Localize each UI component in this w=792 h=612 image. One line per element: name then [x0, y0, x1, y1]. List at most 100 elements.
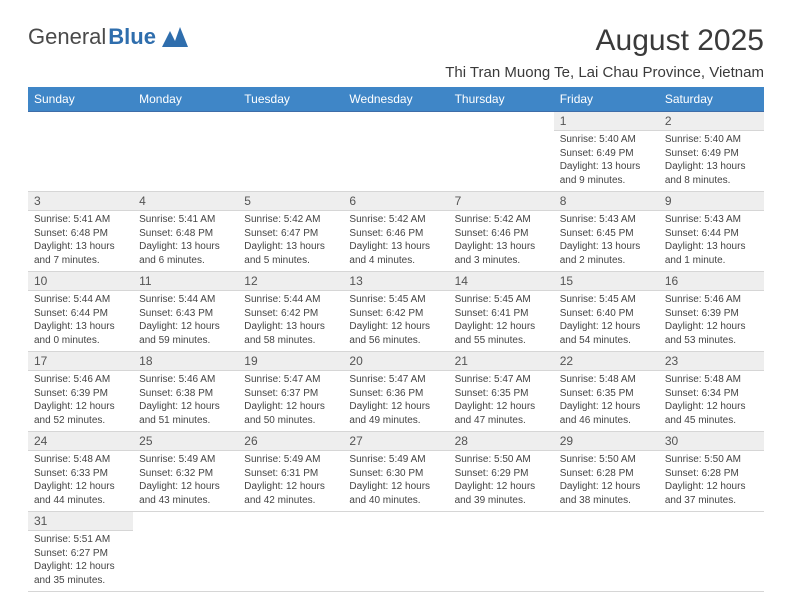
day-number: 27: [343, 432, 448, 451]
day-number: 29: [554, 432, 659, 451]
calendar-empty-cell: [659, 512, 764, 592]
day-details: Sunrise: 5:44 AMSunset: 6:43 PMDaylight:…: [133, 291, 238, 351]
logo-mark-icon: [162, 27, 188, 47]
calendar-day-cell: 8Sunrise: 5:43 AMSunset: 6:45 PMDaylight…: [554, 192, 659, 272]
day-details: Sunrise: 5:44 AMSunset: 6:44 PMDaylight:…: [28, 291, 133, 351]
calendar-week-row: 1Sunrise: 5:40 AMSunset: 6:49 PMDaylight…: [28, 112, 764, 192]
day-details: Sunrise: 5:40 AMSunset: 6:49 PMDaylight:…: [554, 131, 659, 191]
calendar-empty-cell: [133, 112, 238, 192]
calendar-day-cell: 5Sunrise: 5:42 AMSunset: 6:47 PMDaylight…: [238, 192, 343, 272]
weekday-header: Sunday: [28, 87, 133, 112]
calendar-day-cell: 31Sunrise: 5:51 AMSunset: 6:27 PMDayligh…: [28, 512, 133, 592]
day-details: Sunrise: 5:48 AMSunset: 6:35 PMDaylight:…: [554, 371, 659, 431]
day-details: Sunrise: 5:49 AMSunset: 6:30 PMDaylight:…: [343, 451, 448, 511]
calendar-day-cell: 25Sunrise: 5:49 AMSunset: 6:32 PMDayligh…: [133, 432, 238, 512]
day-details: Sunrise: 5:47 AMSunset: 6:37 PMDaylight:…: [238, 371, 343, 431]
day-details: Sunrise: 5:40 AMSunset: 6:49 PMDaylight:…: [659, 131, 764, 191]
calendar-day-cell: 19Sunrise: 5:47 AMSunset: 6:37 PMDayligh…: [238, 352, 343, 432]
day-details: Sunrise: 5:51 AMSunset: 6:27 PMDaylight:…: [28, 531, 133, 591]
day-number: 5: [238, 192, 343, 211]
day-number: 31: [28, 512, 133, 531]
calendar-day-cell: 24Sunrise: 5:48 AMSunset: 6:33 PMDayligh…: [28, 432, 133, 512]
month-title: August 2025: [445, 24, 764, 58]
day-details: Sunrise: 5:49 AMSunset: 6:31 PMDaylight:…: [238, 451, 343, 511]
location-subtitle: Thi Tran Muong Te, Lai Chau Province, Vi…: [445, 64, 764, 81]
day-details: Sunrise: 5:48 AMSunset: 6:33 PMDaylight:…: [28, 451, 133, 511]
weekday-header: Wednesday: [343, 87, 448, 112]
day-details: Sunrise: 5:50 AMSunset: 6:29 PMDaylight:…: [449, 451, 554, 511]
weekday-header: Saturday: [659, 87, 764, 112]
calendar-day-cell: 11Sunrise: 5:44 AMSunset: 6:43 PMDayligh…: [133, 272, 238, 352]
day-number: 16: [659, 272, 764, 291]
day-number: 10: [28, 272, 133, 291]
day-details: Sunrise: 5:43 AMSunset: 6:44 PMDaylight:…: [659, 211, 764, 271]
calendar-day-cell: 18Sunrise: 5:46 AMSunset: 6:38 PMDayligh…: [133, 352, 238, 432]
calendar-week-row: 31Sunrise: 5:51 AMSunset: 6:27 PMDayligh…: [28, 512, 764, 592]
calendar-day-cell: 16Sunrise: 5:46 AMSunset: 6:39 PMDayligh…: [659, 272, 764, 352]
calendar-day-cell: 7Sunrise: 5:42 AMSunset: 6:46 PMDaylight…: [449, 192, 554, 272]
calendar-day-cell: 1Sunrise: 5:40 AMSunset: 6:49 PMDaylight…: [554, 112, 659, 192]
calendar-empty-cell: [554, 512, 659, 592]
calendar-day-cell: 6Sunrise: 5:42 AMSunset: 6:46 PMDaylight…: [343, 192, 448, 272]
day-details: Sunrise: 5:48 AMSunset: 6:34 PMDaylight:…: [659, 371, 764, 431]
weekday-header: Monday: [133, 87, 238, 112]
day-details: Sunrise: 5:42 AMSunset: 6:47 PMDaylight:…: [238, 211, 343, 271]
day-number: 1: [554, 112, 659, 131]
day-number: 12: [238, 272, 343, 291]
calendar-day-cell: 20Sunrise: 5:47 AMSunset: 6:36 PMDayligh…: [343, 352, 448, 432]
calendar-day-cell: 28Sunrise: 5:50 AMSunset: 6:29 PMDayligh…: [449, 432, 554, 512]
weekday-header: Tuesday: [238, 87, 343, 112]
day-details: Sunrise: 5:50 AMSunset: 6:28 PMDaylight:…: [554, 451, 659, 511]
calendar-empty-cell: [133, 512, 238, 592]
calendar-empty-cell: [343, 112, 448, 192]
weekday-header: Friday: [554, 87, 659, 112]
day-number: 2: [659, 112, 764, 131]
day-number: 3: [28, 192, 133, 211]
day-details: Sunrise: 5:43 AMSunset: 6:45 PMDaylight:…: [554, 211, 659, 271]
day-number: 19: [238, 352, 343, 371]
day-number: 24: [28, 432, 133, 451]
calendar-day-cell: 2Sunrise: 5:40 AMSunset: 6:49 PMDaylight…: [659, 112, 764, 192]
calendar-day-cell: 9Sunrise: 5:43 AMSunset: 6:44 PMDaylight…: [659, 192, 764, 272]
logo-text-blue: Blue: [108, 24, 156, 50]
header: General Blue August 2025 Thi Tran Muong …: [28, 24, 764, 87]
calendar-day-cell: 17Sunrise: 5:46 AMSunset: 6:39 PMDayligh…: [28, 352, 133, 432]
day-number: 20: [343, 352, 448, 371]
day-number: 4: [133, 192, 238, 211]
calendar-empty-cell: [238, 512, 343, 592]
calendar-week-row: 17Sunrise: 5:46 AMSunset: 6:39 PMDayligh…: [28, 352, 764, 432]
day-details: Sunrise: 5:42 AMSunset: 6:46 PMDaylight:…: [343, 211, 448, 271]
day-number: 6: [343, 192, 448, 211]
day-number: 17: [28, 352, 133, 371]
day-details: Sunrise: 5:41 AMSunset: 6:48 PMDaylight:…: [133, 211, 238, 271]
day-number: 11: [133, 272, 238, 291]
calendar-day-cell: 27Sunrise: 5:49 AMSunset: 6:30 PMDayligh…: [343, 432, 448, 512]
day-details: Sunrise: 5:49 AMSunset: 6:32 PMDaylight:…: [133, 451, 238, 511]
day-number: 14: [449, 272, 554, 291]
day-number: 8: [554, 192, 659, 211]
calendar-week-row: 24Sunrise: 5:48 AMSunset: 6:33 PMDayligh…: [28, 432, 764, 512]
day-number: 15: [554, 272, 659, 291]
day-details: Sunrise: 5:41 AMSunset: 6:48 PMDaylight:…: [28, 211, 133, 271]
calendar-empty-cell: [343, 512, 448, 592]
calendar-body: 1Sunrise: 5:40 AMSunset: 6:49 PMDaylight…: [28, 112, 764, 592]
day-number: 18: [133, 352, 238, 371]
calendar-day-cell: 10Sunrise: 5:44 AMSunset: 6:44 PMDayligh…: [28, 272, 133, 352]
day-details: Sunrise: 5:47 AMSunset: 6:36 PMDaylight:…: [343, 371, 448, 431]
weekday-header: Thursday: [449, 87, 554, 112]
day-details: Sunrise: 5:45 AMSunset: 6:42 PMDaylight:…: [343, 291, 448, 351]
title-block: August 2025 Thi Tran Muong Te, Lai Chau …: [445, 24, 764, 87]
day-details: Sunrise: 5:46 AMSunset: 6:39 PMDaylight:…: [659, 291, 764, 351]
day-details: Sunrise: 5:47 AMSunset: 6:35 PMDaylight:…: [449, 371, 554, 431]
day-number: 9: [659, 192, 764, 211]
day-details: Sunrise: 5:45 AMSunset: 6:41 PMDaylight:…: [449, 291, 554, 351]
day-number: 13: [343, 272, 448, 291]
day-number: 25: [133, 432, 238, 451]
calendar-day-cell: 22Sunrise: 5:48 AMSunset: 6:35 PMDayligh…: [554, 352, 659, 432]
calendar-day-cell: 29Sunrise: 5:50 AMSunset: 6:28 PMDayligh…: [554, 432, 659, 512]
day-details: Sunrise: 5:46 AMSunset: 6:38 PMDaylight:…: [133, 371, 238, 431]
calendar-empty-cell: [449, 512, 554, 592]
calendar-day-cell: 4Sunrise: 5:41 AMSunset: 6:48 PMDaylight…: [133, 192, 238, 272]
weekday-header-row: SundayMondayTuesdayWednesdayThursdayFrid…: [28, 87, 764, 112]
calendar-day-cell: 13Sunrise: 5:45 AMSunset: 6:42 PMDayligh…: [343, 272, 448, 352]
